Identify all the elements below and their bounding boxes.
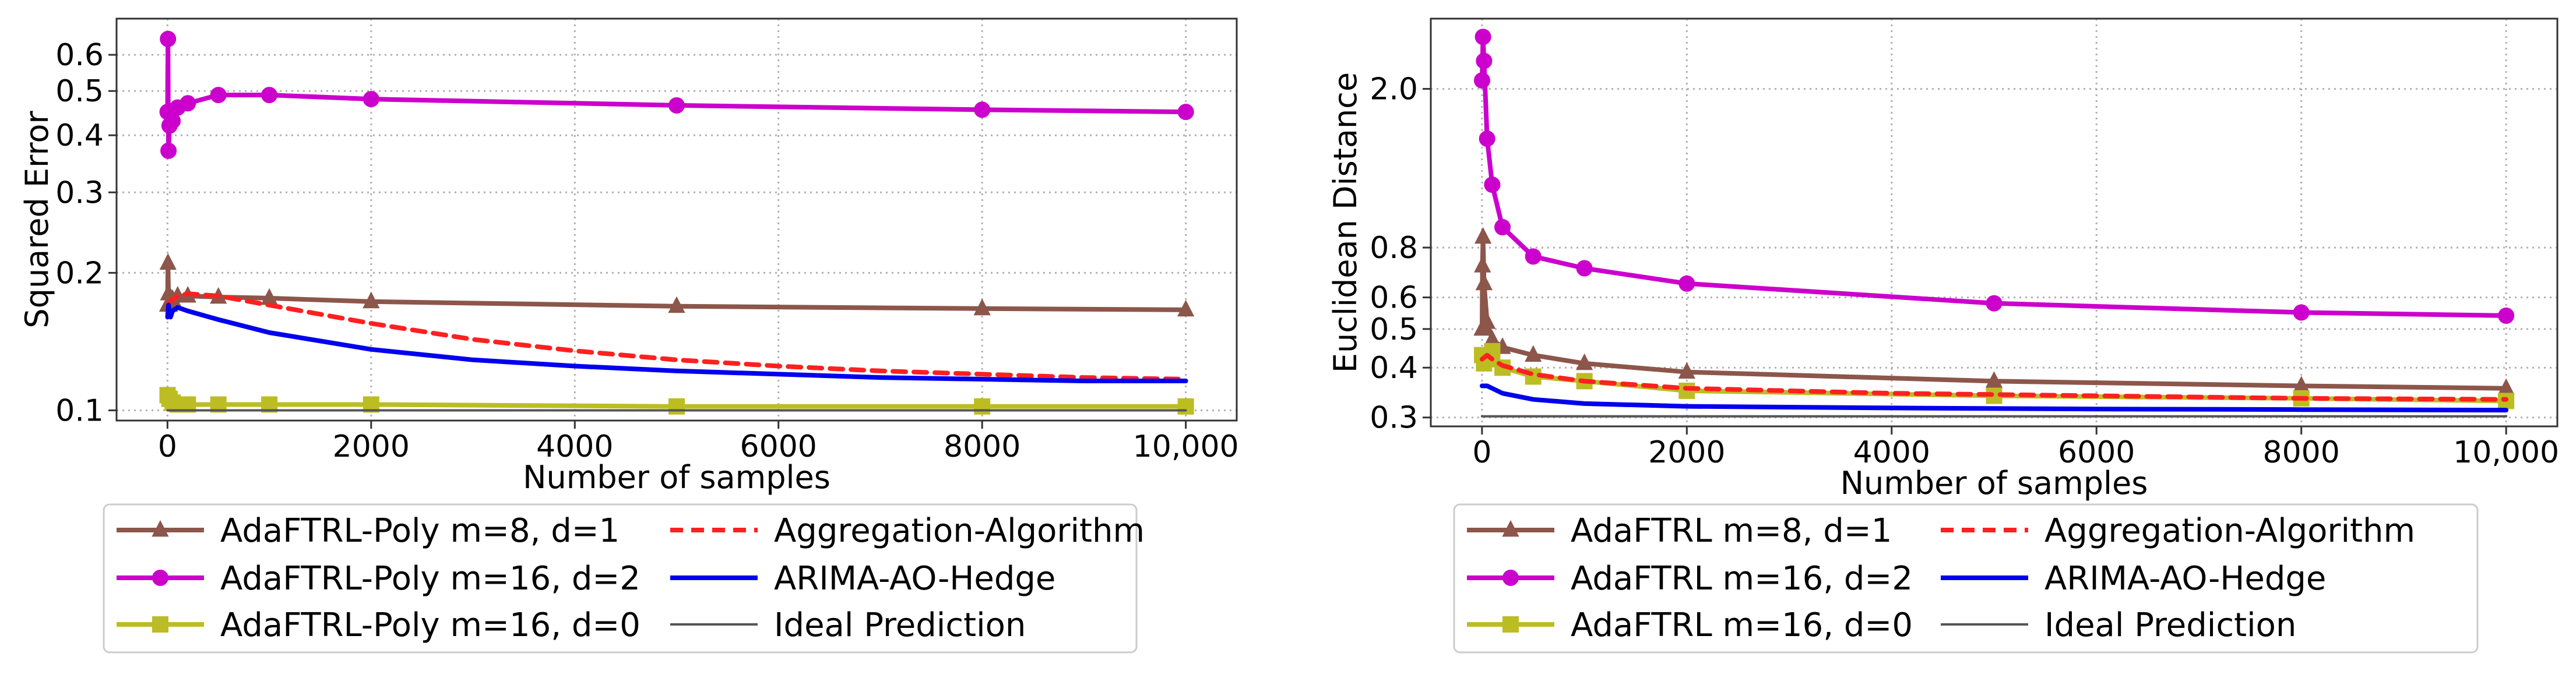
x-tick-label: 10,000: [1133, 429, 1239, 464]
y-tick-label: 0.8: [1370, 231, 1418, 266]
data-point: [2498, 307, 2515, 324]
plot-frame: [1430, 17, 2559, 428]
x-tick-label: 2000: [1648, 435, 1725, 470]
data-point: [1177, 104, 1194, 121]
data-point: [261, 87, 278, 104]
y-axis-label: Squared Error: [19, 111, 55, 329]
data-point: [1678, 275, 1695, 292]
legend-swatch-marker: [152, 570, 168, 586]
y-axis-label: Euclidean Distance: [1327, 72, 1364, 373]
data-point: [160, 30, 177, 47]
data-point: [1986, 295, 2003, 312]
legend-label: Ideal Prediction: [774, 606, 1026, 644]
legend-swatch-marker: [1502, 570, 1519, 586]
series-line: [165, 291, 1188, 382]
data-point: [1474, 256, 1491, 273]
data-point: [1985, 371, 2003, 388]
y-tick-label: 0.4: [1370, 351, 1418, 386]
data-point: [668, 97, 685, 114]
data-point: [1475, 273, 1493, 291]
y-tick-label: 0.6: [55, 38, 104, 73]
legend-label: AdaFTRL-Poly m=16, d=2: [220, 560, 641, 598]
data-point: [2293, 304, 2310, 321]
x-axis-label: Number of samples: [523, 459, 830, 496]
legend-label: ARIMA-AO-Hedge: [774, 560, 1055, 598]
legend-swatch-marker: [152, 616, 168, 633]
legend-label: AdaFTRL m=8, d=1: [1571, 512, 1892, 550]
data-point: [668, 296, 685, 313]
data-point: [210, 87, 227, 104]
y-tick-label: 0.4: [55, 118, 104, 153]
x-tick-label: 8000: [944, 429, 1020, 464]
y-tick-label: 2.0: [1370, 72, 1418, 107]
x-tick-label: 10,000: [2453, 435, 2559, 470]
data-point: [1576, 260, 1593, 277]
x-tick-label: 8000: [2263, 435, 2340, 470]
series-line: [165, 302, 1188, 383]
series-line: [1480, 383, 2509, 413]
x-tick-label: 6000: [740, 429, 817, 464]
x-tick-label: 0: [1472, 435, 1491, 470]
plot-frame: [115, 17, 1238, 422]
left-chart-panel: 0 2000 4000 6000 8000 10,000 0.1 0.2 0.3 0.4 0.50.…: [19, 17, 1239, 654]
legend-swatch-marker: [152, 520, 169, 537]
x-axis-label: Number of samples: [1840, 465, 2148, 502]
y-tick-label: 0.3: [1370, 401, 1418, 436]
data-point: [160, 142, 177, 159]
data-point: [668, 398, 685, 415]
data-point: [1525, 248, 1542, 265]
legend-label: AdaFTRL-Poly m=16, d=0: [220, 606, 641, 644]
y-tick-label: 0.1: [55, 394, 104, 429]
data-point: [974, 398, 991, 415]
legend-label: AdaFTRL-Poly m=8, d=1: [220, 512, 620, 550]
data-point: [363, 291, 380, 309]
legend-swatch-marker: [1502, 616, 1519, 633]
data-point: [1474, 29, 1491, 45]
data-point: [974, 101, 991, 118]
legend-label: AdaFTRL m=16, d=0: [1571, 606, 1913, 644]
y-tick-label: 0.2: [55, 256, 104, 291]
x-tick-label: 6000: [2058, 435, 2135, 470]
y-tick-label: 0.5: [1370, 312, 1418, 347]
data-point: [1177, 398, 1194, 415]
x-tick-label: 0: [158, 429, 177, 464]
series-line: [1480, 352, 2509, 402]
data-point: [363, 91, 379, 108]
legend-label: Ideal Prediction: [2044, 606, 2296, 644]
data-point: [1678, 362, 1695, 379]
legend-label: ARIMA-AO-Hedge: [2044, 560, 2326, 598]
data-point: [1476, 52, 1493, 69]
data-point: [973, 298, 991, 316]
x-tick-label: 4000: [1853, 435, 1930, 470]
right-chart-panel: 0 2000 4000 6000 8000 10,000 0.3 0.4 0.50.6 0.8 2.…: [1327, 17, 2559, 654]
legend-label: AdaFTRL m=16, d=2: [1571, 560, 1913, 598]
legend-label: Aggregation-Algorithm: [2044, 512, 2415, 550]
y-tick-label: 0.3: [55, 175, 104, 210]
data-point: [1474, 227, 1492, 244]
data-point: [1494, 219, 1511, 236]
legend-label: Aggregation-Algorithm: [774, 512, 1145, 550]
data-point: [1525, 345, 1542, 362]
y-tick-label: 0.5: [55, 74, 104, 109]
data-point: [1484, 176, 1501, 193]
x-tick-label: 4000: [536, 429, 613, 464]
x-tick-label: 2000: [333, 429, 410, 464]
legend-box: [103, 503, 1138, 654]
data-point: [1575, 353, 1593, 370]
legend-swatch-marker: [1502, 520, 1519, 537]
data-point: [1177, 299, 1195, 317]
data-point: [1479, 130, 1495, 147]
data-point: [180, 95, 196, 112]
data-point: [1474, 72, 1491, 89]
data-point: [1479, 312, 1496, 329]
y-tick-label: 0.6: [1370, 281, 1418, 316]
data-point: [159, 253, 177, 270]
